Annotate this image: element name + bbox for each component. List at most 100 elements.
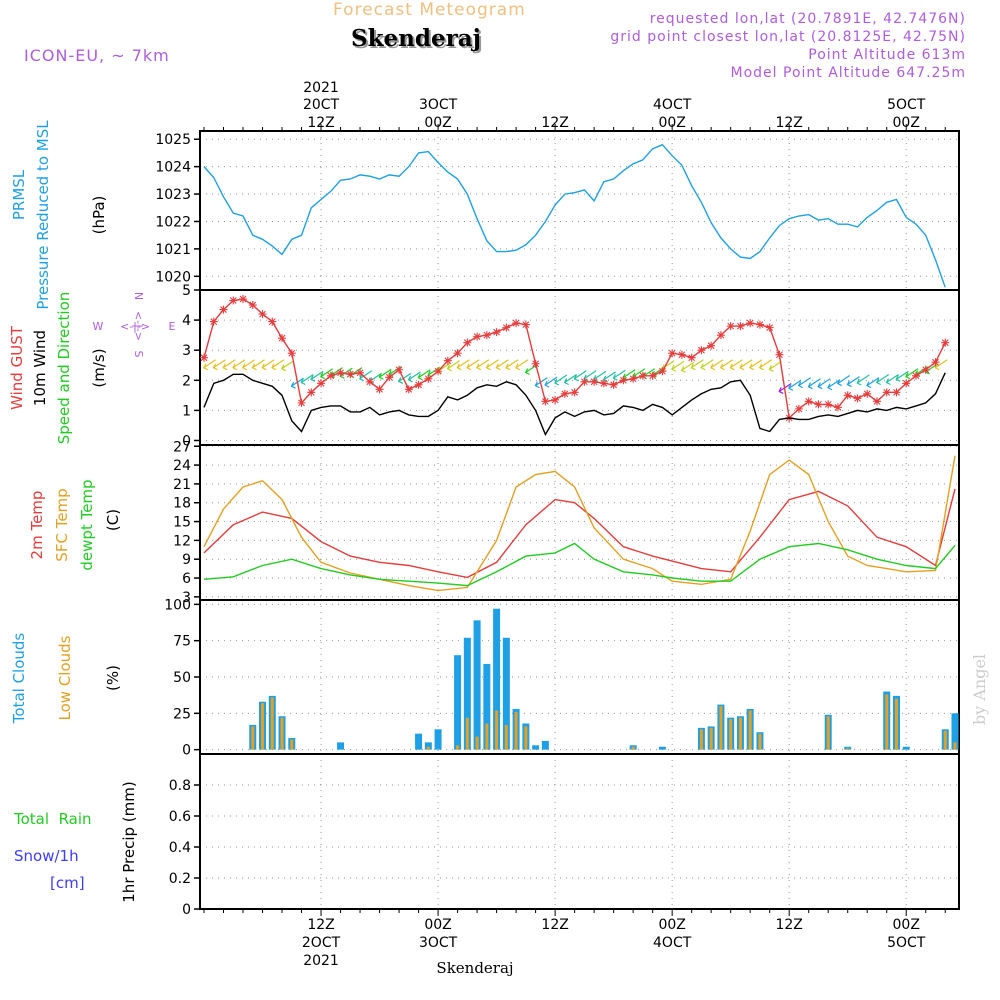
wind-direction-arrow xyxy=(564,373,577,383)
wind-arrowhead xyxy=(758,363,764,371)
cloud-labels: Total Clouds Low Clouds (%) xyxy=(10,633,122,725)
low-cloud-bar xyxy=(485,723,489,750)
wind-direction-arrow xyxy=(905,368,919,378)
wind-direction-arrow xyxy=(827,379,841,389)
panel-frame xyxy=(199,289,960,446)
total-cloud-bar xyxy=(541,740,549,750)
pressure-line xyxy=(203,143,946,288)
low-cloud-bar xyxy=(729,719,733,750)
wind-labels: Wind GUST 10m Wind Speed and Direction (… xyxy=(8,292,176,445)
low-cloud-bar xyxy=(943,730,947,750)
gust-marker xyxy=(209,317,218,326)
wind-direction-arrow xyxy=(739,359,753,369)
wind-arrowhead xyxy=(875,378,881,386)
gust-line xyxy=(203,298,946,420)
total-cloud-bar xyxy=(473,620,481,750)
gust-marker xyxy=(521,320,530,329)
wind-arrowhead xyxy=(866,381,872,389)
wind-arrowhead xyxy=(885,378,891,386)
low-cloud-bar xyxy=(456,745,460,750)
gust-marker xyxy=(297,398,306,407)
total-clouds-label: Total Clouds xyxy=(10,633,28,725)
gust-marker xyxy=(911,371,920,380)
wind-arrowhead xyxy=(729,363,735,371)
top-hour-label: 00Z xyxy=(893,115,920,131)
gust-marker xyxy=(317,379,326,388)
low-cloud-bar xyxy=(465,717,469,750)
gust-marker xyxy=(609,380,618,389)
wind-arrowhead xyxy=(417,373,423,381)
gust-marker xyxy=(580,377,589,386)
wind-direction-arrow xyxy=(232,359,246,369)
wind-direction-arrow xyxy=(934,359,948,369)
top-date-label: 4OCT xyxy=(653,97,692,113)
gust-marker xyxy=(482,331,491,340)
gust-marker xyxy=(365,377,374,386)
gust-marker xyxy=(599,379,608,388)
gust-marker xyxy=(551,395,560,404)
gust-marker xyxy=(404,385,413,394)
gust-marker xyxy=(492,328,501,337)
y-tick-label: 27 xyxy=(173,439,191,455)
wind-direction-arrow xyxy=(398,372,412,382)
wind-direction-arrow xyxy=(417,369,431,379)
gust-marker xyxy=(443,356,452,365)
wind-arrowhead xyxy=(680,366,686,373)
y-tick-label: 75 xyxy=(173,634,191,650)
compass-arrows-h: <-|-> xyxy=(120,320,150,333)
y-tick-label: 1024 xyxy=(155,160,191,176)
precip-axis-label: 1hr Precip (mm) xyxy=(120,781,138,902)
gust-marker xyxy=(707,341,716,350)
total-cloud-bar xyxy=(337,742,345,750)
bottom-year-label: 2021 xyxy=(303,953,339,969)
gust-marker xyxy=(560,389,569,398)
low-cloud-bar xyxy=(699,729,703,750)
wind-arrowhead xyxy=(934,363,940,371)
top-hour-label: 12Z xyxy=(541,115,568,131)
low-cloud-bar xyxy=(709,727,713,750)
low-cloud-bar xyxy=(280,717,284,750)
wind-arrowhead xyxy=(671,365,677,372)
gust-marker xyxy=(346,370,355,379)
wind-direction-arrow xyxy=(895,370,909,380)
wind-arrowhead xyxy=(836,379,842,387)
gust-marker xyxy=(872,397,881,406)
panel-frame xyxy=(199,130,960,291)
gust-marker xyxy=(356,368,365,377)
credit-watermark: by Angel xyxy=(970,654,989,725)
total-cloud-bar xyxy=(951,713,959,750)
wind-arrowhead xyxy=(719,363,725,371)
pressure-unit: (hPa) xyxy=(90,196,108,235)
y-tick-label: 0.2 xyxy=(169,871,191,887)
wind-direction-arrow xyxy=(700,359,714,369)
bottom-time-axis: 12Z 2OCT 2021 00Z 3OCT 12Z 00Z 4OCT 12Z 00Z 5OCT xyxy=(203,909,946,969)
top-hour-label: 00Z xyxy=(658,115,685,131)
gust-marker xyxy=(619,376,628,385)
wind-direction-arrow xyxy=(271,359,285,369)
wind-direction-arrow xyxy=(310,370,324,380)
wind-direction-arrow xyxy=(300,373,314,383)
wind-direction-arrow xyxy=(252,359,265,369)
wind-arrowhead xyxy=(778,387,784,394)
total-cloud-bar xyxy=(502,637,510,750)
total-cloud-bar xyxy=(424,742,432,750)
bottom-hour-label: 00Z xyxy=(424,917,451,933)
wind-direction-arrow xyxy=(583,370,597,380)
wind-direction-arrow xyxy=(866,377,880,387)
gust-marker xyxy=(512,319,521,328)
wind-direction-arrow xyxy=(574,370,587,380)
wind-direction-arrow xyxy=(554,374,568,384)
wind-direction-arrow xyxy=(769,360,782,370)
wind-direction-arrow xyxy=(242,359,256,369)
y-tick-label: 12 xyxy=(173,533,191,549)
gust-marker xyxy=(229,296,238,305)
sfc-temp-line xyxy=(203,455,956,592)
gust-marker xyxy=(697,346,706,355)
wind-arrowhead xyxy=(251,363,257,371)
wind-direction-arrow xyxy=(261,359,275,369)
location-title: Skenderaj xyxy=(351,25,481,52)
gust-marker xyxy=(375,385,384,394)
sfc-label: SFC Temp xyxy=(53,488,71,561)
dewpt-label: dewpt Temp xyxy=(78,479,96,570)
total-cloud-bar xyxy=(532,745,540,750)
